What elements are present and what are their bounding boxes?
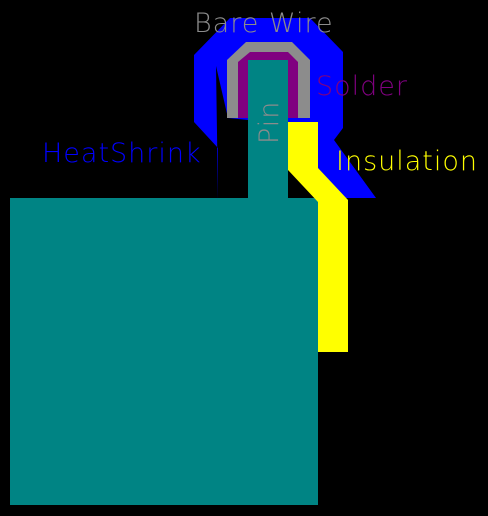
pin-label: Pin — [254, 101, 285, 144]
pin — [248, 60, 288, 200]
heatshrink-label: HeatShrink — [42, 138, 202, 169]
insulation-label: Insulation — [336, 146, 478, 177]
bare-wire-label: Bare Wire — [194, 8, 334, 39]
connector-body — [10, 198, 318, 505]
solder-label: Solder — [316, 71, 408, 102]
insulation — [288, 122, 348, 352]
